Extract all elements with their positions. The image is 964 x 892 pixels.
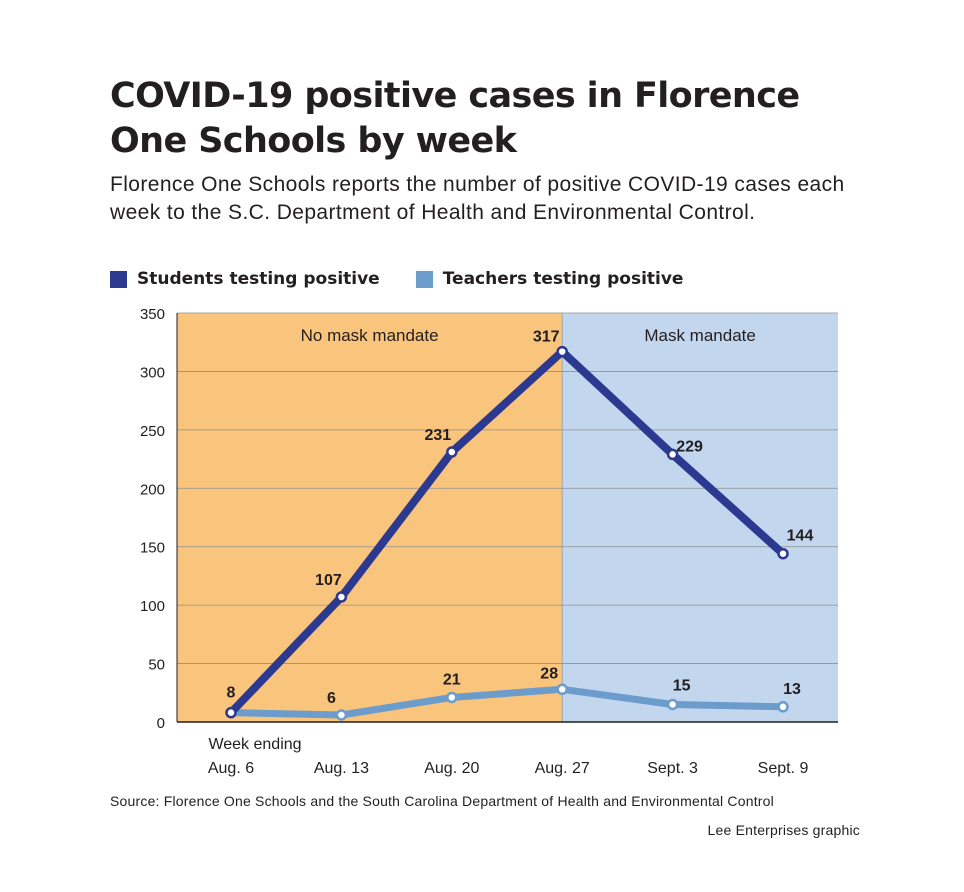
point-students-2 [446, 446, 458, 458]
y-tick-label-0: 0 [157, 715, 165, 732]
point-teachers-1 [335, 709, 348, 721]
point-teachers-2 [446, 691, 458, 704]
series-line-teachers [227, 685, 787, 719]
legend-swatch-teachers [415, 270, 433, 288]
data-label-students-2: 231 [424, 427, 451, 444]
y-tick-label-200: 200 [140, 481, 165, 498]
x-tick-label-aug-6: Aug. 6 [208, 760, 254, 777]
y-tick-label-300: 300 [140, 364, 165, 381]
point-students-5 [777, 547, 789, 560]
point-students-1 [335, 591, 348, 603]
data-label-students-3: 317 [533, 329, 560, 346]
source-note: Source: Florence One Schools and the Sou… [110, 793, 774, 809]
y-tick-label-250: 250 [140, 423, 165, 440]
x-tick-label-aug-13: Aug. 13 [314, 760, 369, 777]
point-students-4 [666, 448, 679, 461]
chart-title: COVID-19 positive cases in Florence One … [110, 76, 800, 161]
y-tick-label-50: 50 [148, 657, 165, 674]
x-tick-label-aug-27: Aug. 27 [535, 760, 590, 777]
region-mask-mandate [562, 313, 838, 722]
data-label-students-1: 107 [315, 572, 342, 589]
point-students-0 [225, 706, 237, 719]
data-label-teachers-5: 13 [783, 681, 801, 698]
x-tick-label-sept-9: Sept. 9 [758, 760, 809, 777]
credit-note: Lee Enterprises graphic [707, 822, 860, 838]
point-students-3 [556, 345, 568, 358]
region-label-mask-mandate: Mask mandate [644, 326, 756, 345]
legend-label-students: Students testing positive [137, 269, 380, 289]
x-axis-title: Week ending [208, 736, 301, 753]
data-label-teachers-2: 21 [443, 671, 461, 688]
data-label-students-0: 8 [227, 685, 236, 702]
region-no-mask-mandate [177, 313, 563, 722]
legend-item-teachers: Teachers testing positive [415, 269, 684, 289]
x-tick-label-sept-3: Sept. 3 [647, 760, 698, 777]
chart-subtitle: Florence One Schools reports the number … [110, 173, 845, 224]
x-tick-label-aug-20: Aug. 20 [424, 760, 479, 777]
legend-label-teachers: Teachers testing positive [442, 269, 684, 289]
legend-item-students: Students testing positive [110, 269, 380, 289]
y-tick-label-100: 100 [140, 598, 165, 615]
point-teachers-4 [666, 698, 679, 711]
point-teachers-3 [556, 683, 568, 696]
legend: Students testing positive Teachers testi… [110, 267, 719, 291]
data-label-students-4: 229 [676, 438, 703, 455]
data-label-students-5: 144 [787, 528, 814, 545]
point-teachers-5 [777, 701, 789, 713]
series-line-students [227, 347, 787, 717]
y-tick-label-350: 350 [140, 306, 165, 323]
data-label-teachers-4: 15 [673, 677, 691, 694]
data-label-teachers-3: 28 [540, 665, 558, 682]
data-label-teachers-1: 6 [327, 690, 336, 707]
legend-swatch-students [110, 270, 127, 288]
y-tick-label-150: 150 [140, 540, 165, 557]
region-label-no-mask-mandate: No mask mandate [301, 326, 439, 345]
